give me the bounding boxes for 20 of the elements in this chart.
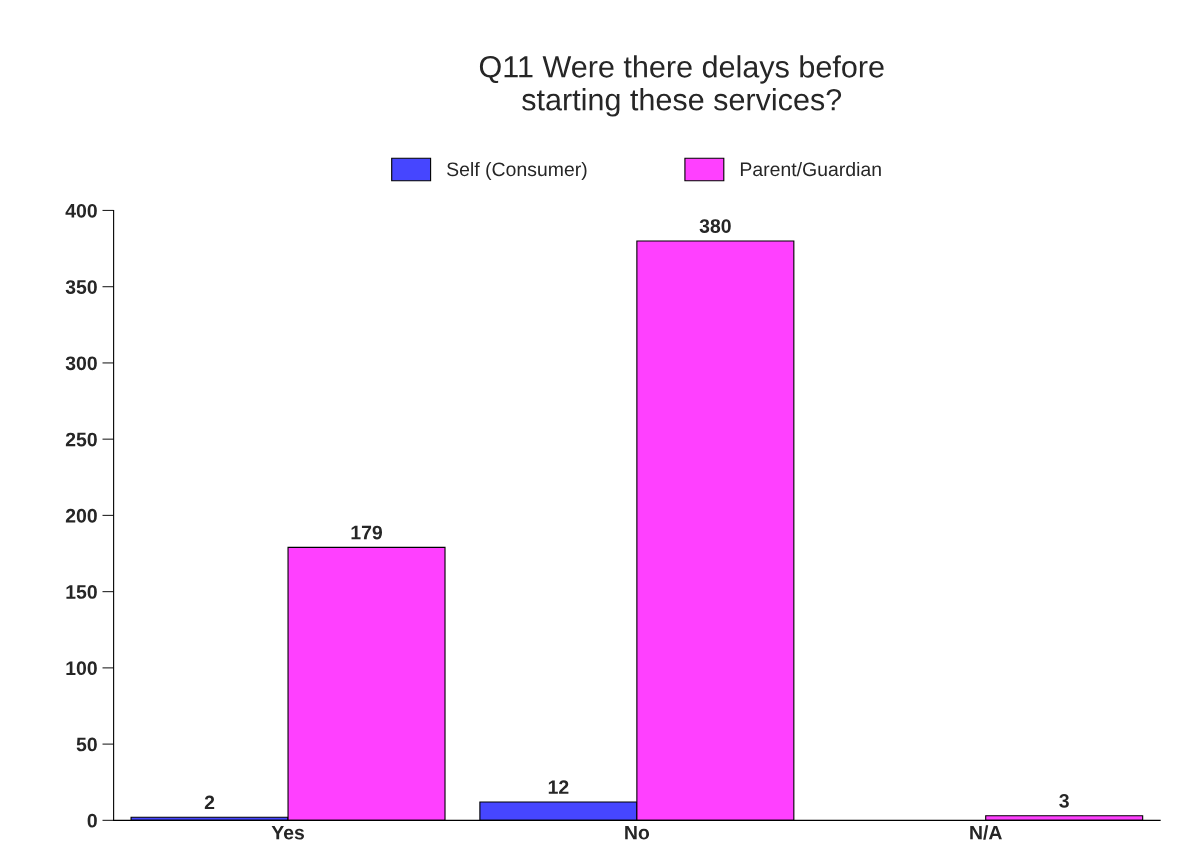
legend-label: Parent/Guardian (740, 161, 881, 177)
data-label: 179 (351, 525, 383, 540)
y-tick-label: 200 (65, 508, 97, 523)
x-tick-label: No (625, 825, 650, 840)
x-tick-label: N/A (970, 825, 1002, 840)
y-tick-label: 50 (76, 737, 97, 752)
data-label: 380 (699, 219, 731, 233)
x-tick-label: Yes (271, 825, 304, 840)
data-label: 2 (204, 795, 215, 810)
y-tick-label: 100 (66, 661, 97, 676)
data-label: 3 (1059, 793, 1069, 808)
legend-label: Self (Consumer) (447, 161, 587, 181)
y-tick-label: 350 (65, 280, 97, 294)
chart-title: Q11 Were there delays before starting these services? (479, 55, 884, 117)
y-tick-label: 0 (87, 813, 97, 828)
y-tick-label: 150 (66, 585, 97, 599)
data-label: 12 (548, 780, 569, 794)
y-tick-label: 250 (65, 432, 97, 447)
y-tick-label: 300 (65, 356, 97, 371)
y-tick-label: 400 (65, 203, 97, 218)
